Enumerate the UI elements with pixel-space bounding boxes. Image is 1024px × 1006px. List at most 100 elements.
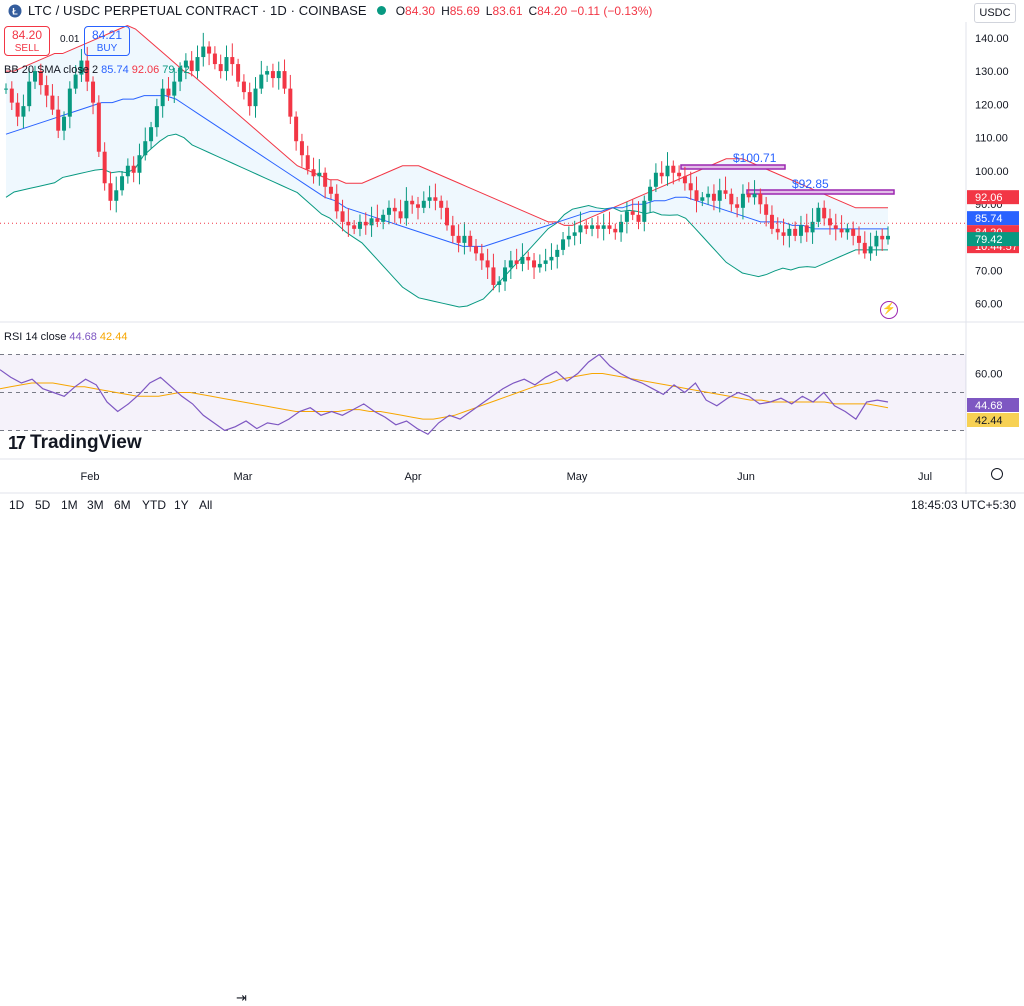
sell-button[interactable]: 84.20 SELL <box>4 26 50 56</box>
candle-body <box>50 95 55 110</box>
candle-body <box>868 246 873 254</box>
candle-body <box>810 221 815 233</box>
annotation-label[interactable]: $100.71 <box>733 151 777 165</box>
price-axis-label-bg <box>967 232 1019 247</box>
candle-body <box>781 232 786 236</box>
timeframe-all[interactable]: All <box>199 498 213 512</box>
candle-body <box>91 81 96 103</box>
candle-body <box>9 88 14 103</box>
symbol-title[interactable]: LTC / USDC PERPETUAL CONTRACT · 1D · COI… <box>28 3 367 18</box>
rsi-axis-label: 42.44 <box>975 415 1003 427</box>
candle-body <box>624 211 629 222</box>
candle-body <box>392 207 397 212</box>
candle-body <box>682 176 687 184</box>
buy-button[interactable]: 84.21 BUY <box>84 26 130 56</box>
candle-body <box>137 155 142 173</box>
time-tick-label: Jul <box>918 471 932 483</box>
candle-body <box>851 228 856 236</box>
candle-body <box>439 200 444 208</box>
candle-body <box>96 102 101 152</box>
price-tick-label: 120.00 <box>975 99 1009 111</box>
rsi-legend[interactable]: RSI 14 close 44.68 42.44 <box>4 331 128 343</box>
clock[interactable]: 18:45:03 UTC+5:30 <box>910 498 1016 512</box>
timeframe-1d[interactable]: 1D <box>9 498 25 512</box>
candle-body <box>537 263 542 268</box>
candle-body <box>415 204 420 208</box>
candle-body <box>294 116 299 142</box>
candle-body <box>648 186 653 201</box>
chart-header: Ł LTC / USDC PERPETUAL CONTRACT · 1D · C… <box>8 3 652 18</box>
candle-body <box>584 225 589 229</box>
candle-body <box>827 218 832 226</box>
candle-body <box>172 81 177 96</box>
settings-icon[interactable] <box>991 468 1003 480</box>
candle-body <box>474 246 479 254</box>
tradingview-logo[interactable]: 17 TradingView <box>8 432 142 453</box>
candle-body <box>775 228 780 233</box>
candle-body <box>212 53 217 65</box>
candle-body <box>311 169 316 177</box>
candle-body <box>201 46 206 58</box>
candle-body <box>688 183 693 191</box>
candle-body <box>549 256 554 261</box>
candle-body <box>508 260 513 268</box>
candle-body <box>468 235 473 247</box>
candle-body <box>520 256 525 264</box>
goto-date-icon[interactable]: ⇥ <box>236 990 247 1005</box>
timeframe-3m[interactable]: 3M <box>87 498 104 512</box>
candle-body <box>241 81 246 93</box>
timeframe-1y[interactable]: 1Y <box>174 498 189 512</box>
candle-body <box>120 176 125 191</box>
time-tick-label: May <box>567 471 588 483</box>
candle-body <box>630 211 635 215</box>
candle-body <box>236 64 241 82</box>
bb-basis-line <box>5 95 888 247</box>
bb-legend[interactable]: BB 20 SMA close 2 85.74 92.06 79.42 <box>4 64 190 76</box>
candle-body <box>601 225 606 229</box>
price-tick-label: 140.00 <box>975 33 1009 45</box>
candle-body <box>607 225 612 229</box>
price-tick-label: 110.00 <box>975 133 1008 145</box>
candle-body <box>352 225 357 229</box>
annotation-label[interactable]: $92.85 <box>792 177 829 191</box>
candle-body <box>532 260 537 268</box>
rsi-ma-line <box>0 373 889 420</box>
candle-body <box>398 211 403 219</box>
rsi-line <box>0 353 889 436</box>
timeframe-ytd[interactable]: YTD <box>142 498 166 512</box>
candle-body <box>224 57 229 72</box>
candle-body <box>700 197 705 201</box>
candle-body <box>305 155 310 170</box>
timeframe-6m[interactable]: 6M <box>114 498 131 512</box>
lightning-icon[interactable]: ⚡ <box>880 301 898 319</box>
candle-body <box>270 71 275 79</box>
candle-body <box>479 253 484 261</box>
candle-body <box>497 281 502 285</box>
candle-body <box>259 74 264 89</box>
candle-body <box>833 225 838 229</box>
chart-canvas[interactable]: 140.00130.00120.00110.00100.0090.0080.00… <box>0 0 1024 516</box>
candle-body <box>450 225 455 236</box>
candle-body <box>723 190 728 194</box>
candle-body <box>375 218 380 222</box>
timeframe-1m[interactable]: 1M <box>61 498 78 512</box>
price-tick-label: 100.00 <box>975 166 1009 178</box>
price-axis-label-bg <box>967 211 1019 226</box>
spread-value: 0.01 <box>60 34 80 45</box>
candle-body <box>27 81 32 107</box>
currency-selector[interactable]: USDC <box>974 3 1016 23</box>
tradingview-logo-icon: 17 <box>8 432 26 453</box>
candle-body <box>729 193 734 205</box>
time-tick-label: Jun <box>737 471 755 483</box>
candle-body <box>798 225 803 236</box>
candle-body <box>73 74 78 89</box>
candle-body <box>340 211 345 222</box>
candle-body <box>102 151 107 184</box>
candle-body <box>839 228 844 233</box>
price-axis-label: 79.42 <box>975 234 1003 246</box>
candle-body <box>886 235 890 240</box>
candle-body <box>665 165 670 177</box>
timeframe-5d[interactable]: 5D <box>35 498 51 512</box>
candle-body <box>717 190 722 201</box>
annotation-box <box>746 189 895 195</box>
